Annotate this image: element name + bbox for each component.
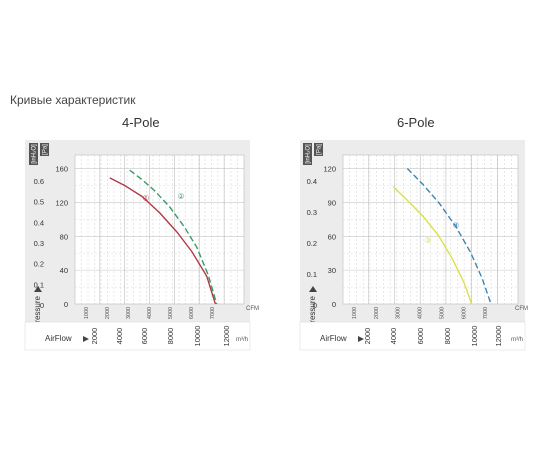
chart2-m3h-tick-label: 2000 — [363, 328, 372, 345]
chart2-pa-tick-label: 60 — [328, 232, 336, 241]
chart1-inh2o-unit-tag — [29, 143, 38, 165]
chart1-pa-tick-label: 80 — [60, 232, 68, 241]
chart-title-4-pole: 4-Pole — [122, 115, 160, 130]
chart2-inh2o-unit-tag — [303, 143, 312, 165]
chart1-m3h-tick-label: 2000 — [90, 328, 99, 345]
chart1-m3h-tick-label: 12000 — [222, 326, 231, 347]
chart1-inh2o-tick-label: 0.1 — [34, 280, 44, 289]
chart1-pa-tick-label: 40 — [60, 266, 68, 275]
chart1-m3h-tick-label: 4000 — [115, 328, 124, 345]
chart-title-6-pole: 6-Pole — [397, 115, 435, 130]
chart2-m3h-unit: m³/h — [511, 337, 523, 343]
chart2-airflow-strip — [299, 321, 526, 351]
chart1-m3h-unit: m³/h — [236, 337, 248, 343]
chart2-m3h-tick-label: 8000 — [443, 328, 452, 345]
chart1-cfm-tick-label: 1000 — [84, 307, 90, 319]
chart2-pa-unit: [Pa] — [317, 144, 323, 155]
chart1-pa-unit: [Pa] — [43, 144, 49, 155]
page-heading: Кривые характеристик — [10, 93, 136, 107]
chart1-cfm-tick-label: 7000 — [210, 307, 216, 319]
chart2-pa-tick-label: 120 — [323, 165, 336, 174]
chart2-pa-unit-tag — [314, 143, 323, 156]
chart2-plot-border — [342, 154, 519, 305]
chart2-m3h-tick-label: 4000 — [389, 328, 398, 345]
chart2-plot-area — [343, 155, 518, 304]
chart1-inh2o-tick-label: 0.2 — [34, 260, 44, 269]
chart2-pa-tick-label: 30 — [328, 266, 336, 275]
chart2-group: 0 30 60 90 120 0 0.1 0.2 0.3 0.4 [inH₂O] [Pa] Pressu… — [299, 140, 528, 351]
chart1-inh2o-tick-label: 0.6 — [34, 177, 44, 186]
chart1-m3h-tick-label: 8000 — [166, 328, 175, 345]
chart1-m3h-tick-label: 10000 — [193, 326, 202, 347]
chart1-pa-tick-label: 120 — [55, 198, 68, 207]
chart2-cfm-tick-label: 3000 — [396, 307, 402, 319]
chart2-m3h-tick-label: 12000 — [494, 326, 503, 347]
chart2-series-marker-1: ③ — [424, 236, 431, 245]
chart2-inh2o-tick-label: 0.2 — [307, 239, 317, 248]
chart1-plot-area — [75, 155, 244, 304]
chart1-series-marker-1: ① — [142, 194, 149, 203]
chart1-pa-unit-tag — [40, 143, 49, 156]
chart1-airflow-strip — [24, 321, 251, 351]
chart1-pa-tick-label: 0 — [64, 300, 68, 309]
chart2-pa-tick-label: 90 — [328, 198, 336, 207]
chart2-inh2o-tick-label: 0.1 — [307, 270, 317, 279]
chart1-cfm-tick-label: 2000 — [105, 307, 111, 319]
chart2-m3h-tick-label: 10000 — [470, 326, 479, 347]
chart2-cfm-tick-label: 5000 — [439, 307, 445, 319]
chart2-m3h-tick-label: 6000 — [416, 328, 425, 345]
chart2-cfm-tick-label: 6000 — [461, 307, 467, 319]
chart2-cfm-tick-label: 1000 — [352, 307, 358, 319]
chart1-cfm-unit: CFM — [246, 306, 259, 312]
chart1-ylabel-arrow — [34, 286, 42, 292]
chart2-ylabel-arrow — [309, 286, 317, 292]
chart1-cfm-tick-label: 5000 — [168, 307, 174, 319]
chart2-pa-tick-label: 0 — [332, 300, 336, 309]
chart1-cfm-tick-label: 4000 — [147, 307, 153, 319]
chart1-group: 0 40 80 120 160 0 0.1 0.2 0.3 0.4 0.5 0.6 [inH₂O] [Pa… — [24, 140, 259, 351]
chart2-cfm-tick-label: 2000 — [374, 307, 380, 319]
chart1-xlabel-arrow — [83, 336, 89, 342]
chart2-series-line-1 — [392, 186, 473, 305]
chart1-inh2o-unit: [inH₂O] — [32, 144, 38, 164]
chart1-inh2o-tick-label: 0 — [40, 301, 44, 310]
chart1-series-line-1 — [109, 177, 217, 305]
chart2-inh2o-tick-label: 0.3 — [307, 208, 317, 217]
chart2-inh2o-tick-label: 0.4 — [307, 177, 317, 186]
chart1-pa-tick-label: 160 — [55, 165, 68, 174]
chart1-plot-border — [74, 154, 245, 305]
chart1-xlabel: AirFlow — [45, 334, 72, 343]
chart1-ylabel: Pressure — [33, 295, 42, 328]
chart1-inh2o-tick-label: 0.3 — [34, 239, 44, 248]
chart1-series-line-2 — [129, 169, 218, 305]
chart2-inh2o-unit: [inH₂O] — [306, 144, 312, 164]
chart2-series-line-2 — [406, 168, 492, 305]
chart2-xlabel-arrow — [358, 336, 364, 342]
chart2-xlabel: AirFlow — [320, 334, 347, 343]
chart2-series-marker-2: ④ — [452, 221, 459, 230]
chart2-cfm-tick-label: 4000 — [418, 307, 424, 319]
chart1-inh2o-tick-label: 0.5 — [34, 198, 44, 207]
chart1-cfm-tick-label: 3000 — [126, 307, 132, 319]
chart2-cfm-tick-label: 7000 — [483, 307, 489, 319]
chart1-m3h-tick-label: 6000 — [140, 328, 149, 345]
chart1-inh2o-tick-label: 0.4 — [34, 218, 44, 227]
chart1-cfm-tick-label: 6000 — [189, 307, 195, 319]
chart2-cfm-unit: CFM — [515, 306, 528, 312]
chart2-ylabel: Pressure — [308, 295, 317, 328]
chart1-series-marker-2: ② — [177, 192, 184, 201]
chart2-inh2o-tick-label: 0 — [313, 301, 317, 310]
